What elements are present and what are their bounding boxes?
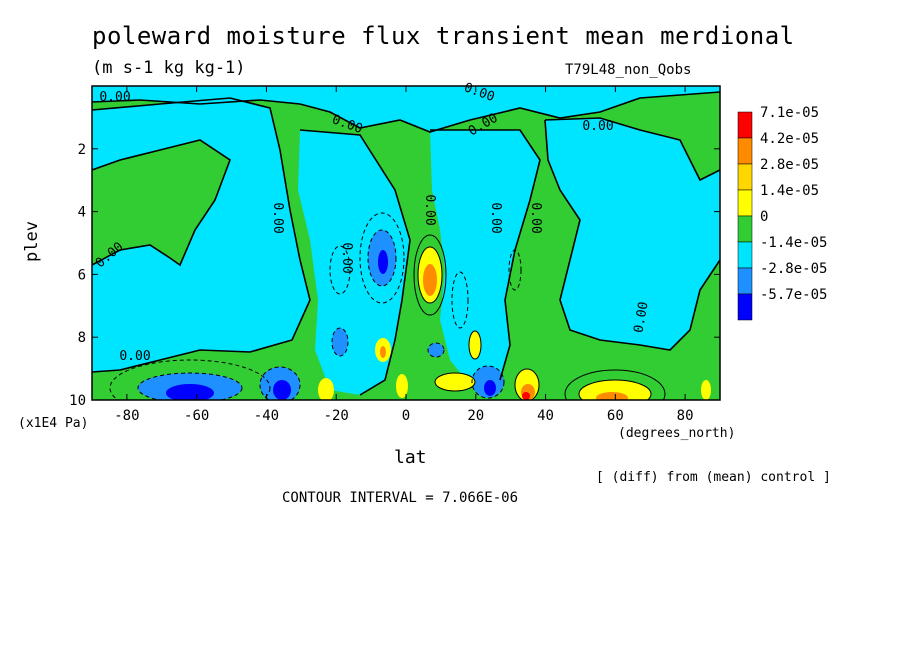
colorbar: 7.1e-05 4.2e-05 2.8e-05 1.4e-05 0 -1.4e-05 -2.…	[737, 105, 827, 321]
x-tick-label: -20	[324, 408, 349, 424]
colorbar-label: -2.8e-05	[760, 261, 827, 277]
x-tick-label: 0	[402, 408, 410, 424]
region-yellow	[435, 373, 475, 391]
region-darkblue	[378, 250, 388, 274]
region-darkblue	[166, 384, 214, 400]
region-red	[522, 392, 530, 400]
y-axis-ticks: 2 4 6 8 10	[69, 142, 720, 409]
x-tick-label: -40	[254, 408, 279, 424]
zero-contour-label: 0.00	[422, 194, 437, 225]
y-tick-label: 4	[78, 205, 86, 221]
zero-contour-label: 0.00	[631, 301, 651, 334]
region-darkblue	[484, 380, 496, 396]
zero-contour-label: 0.00	[582, 119, 613, 134]
contour-lines	[92, 91, 720, 400]
plot-field	[92, 86, 720, 400]
region-orange	[596, 392, 628, 400]
zero-contour-label: 0.00	[528, 202, 543, 233]
x-axis-ticks: -80 -60 -40 -20 0 20 40 60 80	[114, 86, 694, 424]
colorbar-swatch	[737, 189, 753, 217]
region-yellow	[396, 374, 408, 398]
contour-interval-label: CONTOUR INTERVAL = 7.066E-06	[282, 490, 519, 506]
negative-contour-lines	[109, 212, 522, 400]
diff-note: [ (diff) from (mean) control ]	[596, 470, 831, 485]
region-darkblue	[273, 380, 291, 400]
y-axis-units: (x1E4 Pa)	[18, 416, 89, 431]
region-yellow	[701, 380, 711, 400]
colorbar-label: 0	[760, 209, 768, 225]
colorbar-swatch	[737, 163, 753, 191]
chart-units: (m s-1 kg kg-1)	[92, 58, 246, 78]
region-yellow	[469, 331, 481, 359]
region-blue	[428, 343, 444, 357]
x-axis-units: (degrees_north)	[618, 426, 736, 441]
x-tick-label: 20	[467, 408, 484, 424]
colorbar-swatch	[737, 215, 753, 243]
x-tick-label: 60	[607, 408, 624, 424]
colorbar-swatch	[737, 267, 753, 295]
region-green	[92, 140, 230, 265]
region-cyan	[298, 130, 410, 395]
colorbar-swatch	[737, 111, 753, 139]
experiment-label: T79L48_non_Qobs	[565, 62, 692, 78]
x-tick-label: 80	[677, 408, 694, 424]
chart-title: poleward moisture flux transient mean me…	[92, 22, 795, 50]
x-tick-label: -80	[114, 408, 139, 424]
x-tick-label: -60	[184, 408, 209, 424]
colorbar-swatch	[737, 241, 753, 269]
y-tick-label: 6	[78, 267, 86, 283]
colorbar-label: -1.4e-05	[760, 235, 827, 251]
zero-contour-label: 0.00	[119, 349, 150, 364]
zero-contour-label: 0.00	[99, 90, 130, 105]
region-cyan	[92, 86, 720, 132]
colorbar-label: 4.2e-05	[760, 131, 819, 147]
y-tick-label: 8	[78, 330, 86, 346]
region-cyan	[430, 130, 540, 385]
colorbar-label: -5.7e-05	[760, 287, 827, 303]
zero-contour-label: 0.00	[488, 202, 503, 233]
region-orange	[380, 346, 386, 358]
zero-contour-label: 0.00	[270, 202, 285, 233]
colorbar-label: 7.1e-05	[760, 105, 819, 121]
region-cyan	[545, 118, 720, 350]
x-tick-label: 40	[537, 408, 554, 424]
y-tick-label: 10	[69, 393, 86, 409]
x-axis-label: lat	[394, 447, 427, 468]
zero-contour-label: 0.00	[339, 242, 354, 273]
colorbar-label: 2.8e-05	[760, 157, 819, 173]
colorbar-swatch	[737, 137, 753, 165]
region-orange	[423, 264, 437, 296]
region-yellow	[318, 378, 334, 400]
colorbar-swatch	[737, 293, 753, 321]
y-tick-label: 2	[78, 142, 86, 158]
region-yellow	[579, 380, 651, 400]
colorbar-label: 1.4e-05	[760, 183, 819, 199]
region-blue	[332, 328, 348, 356]
